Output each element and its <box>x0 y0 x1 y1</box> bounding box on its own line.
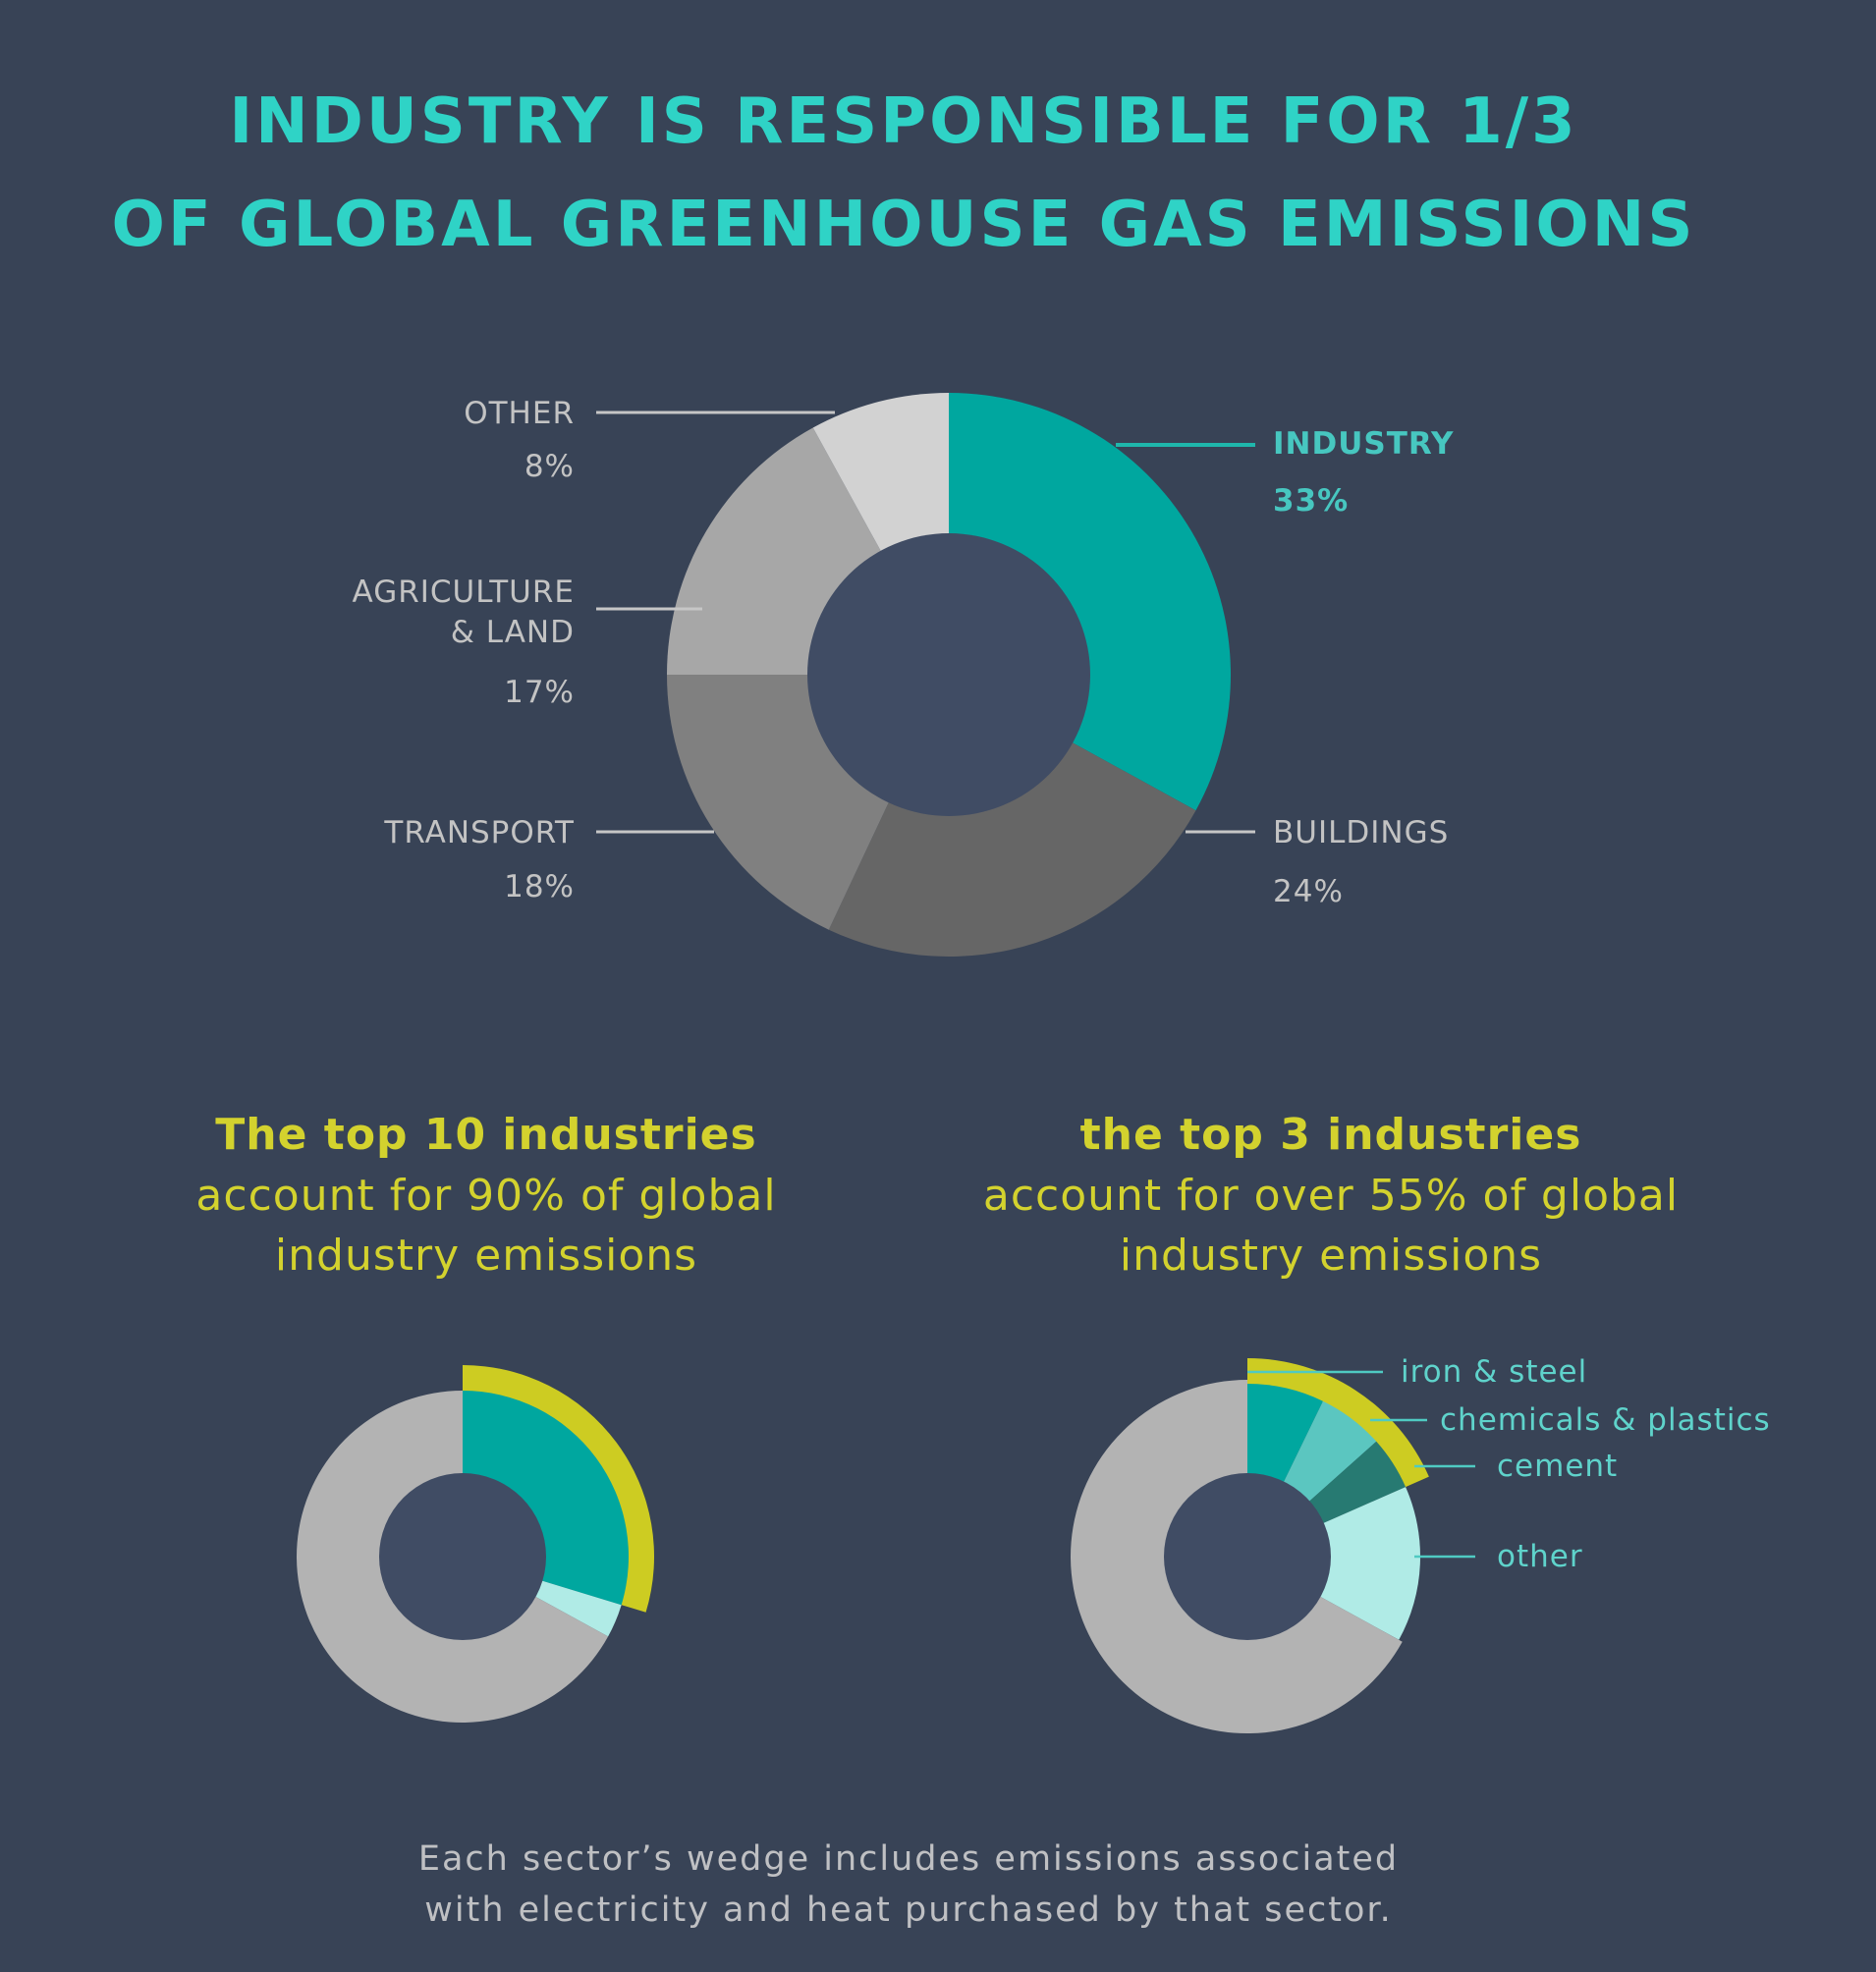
top10-donut-hole <box>379 1473 546 1640</box>
label-agriculture-name-2: & LAND <box>451 615 575 650</box>
label-other-name: OTHER <box>464 396 575 431</box>
label-agriculture-name-1: AGRICULTURE <box>353 575 575 610</box>
label-industry-other: other <box>1497 1539 1583 1574</box>
label-industry-name: INDUSTRY <box>1273 426 1454 462</box>
label-iron-steel: iron & steel <box>1401 1354 1587 1390</box>
label-industry-pct: 33% <box>1273 483 1349 519</box>
footnote-line-2: with electricity and heat purchased by t… <box>424 1890 1392 1930</box>
label-transport-pct: 18% <box>504 869 575 904</box>
footnote-line-1: Each sector’s wedge includes emissions a… <box>418 1839 1399 1879</box>
title-line-1: INDUSTRY IS RESPONSIBLE FOR 1/3 <box>229 85 1577 158</box>
right-heading: the top 3 industries <box>1080 1110 1582 1160</box>
slice-other <box>1247 1487 1420 1640</box>
left-body-line-1: account for 90% of global <box>195 1171 776 1221</box>
label-buildings-pct: 24% <box>1273 874 1344 909</box>
label-other-pct: 8% <box>524 449 575 484</box>
right-body-line-2: industry emissions <box>1120 1231 1542 1281</box>
left-heading: The top 10 industries <box>215 1110 756 1160</box>
label-transport-name: TRANSPORT <box>383 815 575 850</box>
highlight-ring <box>463 1365 655 1613</box>
label-cement: cement <box>1497 1449 1618 1484</box>
main-donut-hole <box>807 533 1090 816</box>
label-buildings-name: BUILDINGS <box>1273 815 1449 850</box>
right-body-line-1: account for over 55% of global <box>983 1171 1679 1221</box>
label-chemicals: chemicals & plastics <box>1440 1402 1771 1438</box>
left-body-line-2: industry emissions <box>275 1231 697 1281</box>
title-line-2: OF GLOBAL GREENHOUSE GAS EMISSIONS <box>112 189 1696 261</box>
top3-donut-hole <box>1164 1473 1331 1640</box>
label-agriculture-pct: 17% <box>504 675 575 710</box>
